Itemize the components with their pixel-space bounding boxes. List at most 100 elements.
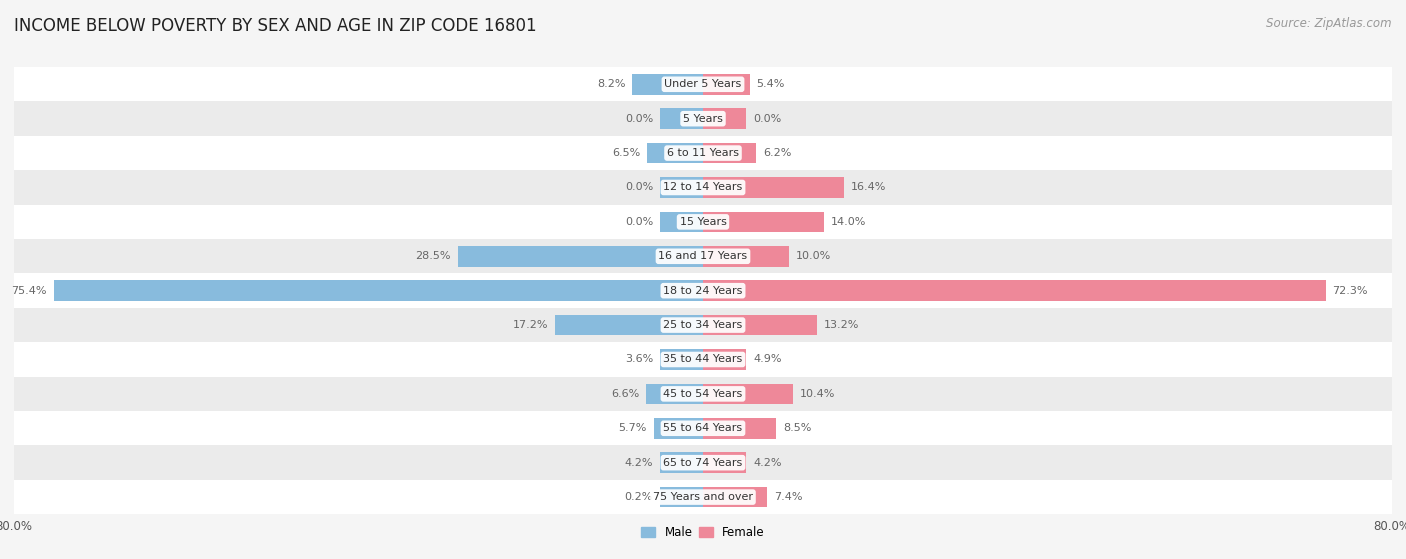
Text: 75.4%: 75.4% (11, 286, 46, 296)
Text: 45 to 54 Years: 45 to 54 Years (664, 389, 742, 399)
Bar (703, 74, 747, 94)
Bar (659, 281, 703, 301)
Bar (659, 349, 703, 370)
Text: 5 Years: 5 Years (683, 113, 723, 124)
Text: 8.5%: 8.5% (783, 423, 811, 433)
Bar (703, 108, 747, 129)
Bar (703, 487, 747, 508)
Bar (659, 418, 703, 439)
Text: 14.0%: 14.0% (831, 217, 866, 227)
Bar (647, 143, 703, 163)
Bar (703, 177, 844, 198)
Bar (659, 349, 703, 370)
Text: 10.4%: 10.4% (800, 389, 835, 399)
Bar (703, 281, 1326, 301)
Bar (703, 349, 747, 370)
Bar (659, 108, 703, 129)
Bar (647, 383, 703, 404)
Text: 55 to 64 Years: 55 to 64 Years (664, 423, 742, 433)
Text: 6.6%: 6.6% (612, 389, 640, 399)
Text: 18 to 24 Years: 18 to 24 Years (664, 286, 742, 296)
Bar (14, 205, 1392, 239)
Bar (14, 342, 1392, 377)
Bar (659, 315, 703, 335)
Text: 7.4%: 7.4% (773, 492, 801, 502)
Text: Under 5 Years: Under 5 Years (665, 79, 741, 89)
Bar (633, 74, 703, 94)
Bar (703, 418, 776, 439)
Text: 16.4%: 16.4% (851, 182, 887, 192)
Bar (659, 177, 703, 198)
Text: 5.4%: 5.4% (756, 79, 785, 89)
Bar (53, 281, 703, 301)
Text: 0.0%: 0.0% (624, 113, 652, 124)
Text: 16 and 17 Years: 16 and 17 Years (658, 252, 748, 261)
Bar (703, 383, 747, 404)
Text: 25 to 34 Years: 25 to 34 Years (664, 320, 742, 330)
Bar (659, 108, 703, 129)
Bar (703, 383, 793, 404)
Bar (14, 136, 1392, 170)
Text: 17.2%: 17.2% (513, 320, 548, 330)
Legend: Male, Female: Male, Female (637, 522, 769, 544)
Text: 6.2%: 6.2% (763, 148, 792, 158)
Text: 13.2%: 13.2% (824, 320, 859, 330)
Text: 15 Years: 15 Years (679, 217, 727, 227)
Text: 75 Years and over: 75 Years and over (652, 492, 754, 502)
Bar (14, 411, 1392, 446)
Bar (703, 281, 747, 301)
Text: 4.2%: 4.2% (624, 458, 652, 468)
Text: 0.2%: 0.2% (624, 492, 652, 502)
Bar (659, 383, 703, 404)
Text: 72.3%: 72.3% (1333, 286, 1368, 296)
Bar (14, 446, 1392, 480)
Bar (659, 487, 703, 508)
Text: 10.0%: 10.0% (796, 252, 831, 261)
Bar (659, 211, 703, 232)
Text: 3.6%: 3.6% (624, 354, 652, 364)
Text: 0.0%: 0.0% (624, 182, 652, 192)
Text: 0.0%: 0.0% (624, 217, 652, 227)
Bar (659, 74, 703, 94)
Bar (555, 315, 703, 335)
Bar (14, 480, 1392, 514)
Bar (703, 315, 747, 335)
Text: 6.5%: 6.5% (612, 148, 640, 158)
Text: 4.9%: 4.9% (754, 354, 782, 364)
Bar (659, 246, 703, 267)
Bar (659, 143, 703, 163)
Bar (654, 418, 703, 439)
Bar (14, 239, 1392, 273)
Bar (703, 452, 747, 473)
Bar (703, 211, 747, 232)
Bar (703, 246, 789, 267)
Bar (14, 377, 1392, 411)
Text: 8.2%: 8.2% (598, 79, 626, 89)
Bar (703, 418, 747, 439)
Bar (703, 315, 817, 335)
Text: Source: ZipAtlas.com: Source: ZipAtlas.com (1267, 17, 1392, 30)
Bar (703, 143, 756, 163)
Text: 12 to 14 Years: 12 to 14 Years (664, 182, 742, 192)
Text: 4.2%: 4.2% (754, 458, 782, 468)
Bar (703, 246, 747, 267)
Text: 0.0%: 0.0% (754, 113, 782, 124)
Bar (703, 487, 766, 508)
Bar (703, 349, 747, 370)
Bar (14, 273, 1392, 308)
Text: 5.7%: 5.7% (619, 423, 647, 433)
Bar (14, 170, 1392, 205)
Bar (14, 102, 1392, 136)
Bar (703, 108, 747, 129)
Text: 65 to 74 Years: 65 to 74 Years (664, 458, 742, 468)
Bar (14, 308, 1392, 342)
Bar (457, 246, 703, 267)
Bar (659, 452, 703, 473)
Text: 6 to 11 Years: 6 to 11 Years (666, 148, 740, 158)
Bar (659, 452, 703, 473)
Bar (703, 74, 749, 94)
Bar (703, 177, 747, 198)
Bar (14, 67, 1392, 102)
Text: INCOME BELOW POVERTY BY SEX AND AGE IN ZIP CODE 16801: INCOME BELOW POVERTY BY SEX AND AGE IN Z… (14, 17, 537, 35)
Bar (659, 211, 703, 232)
